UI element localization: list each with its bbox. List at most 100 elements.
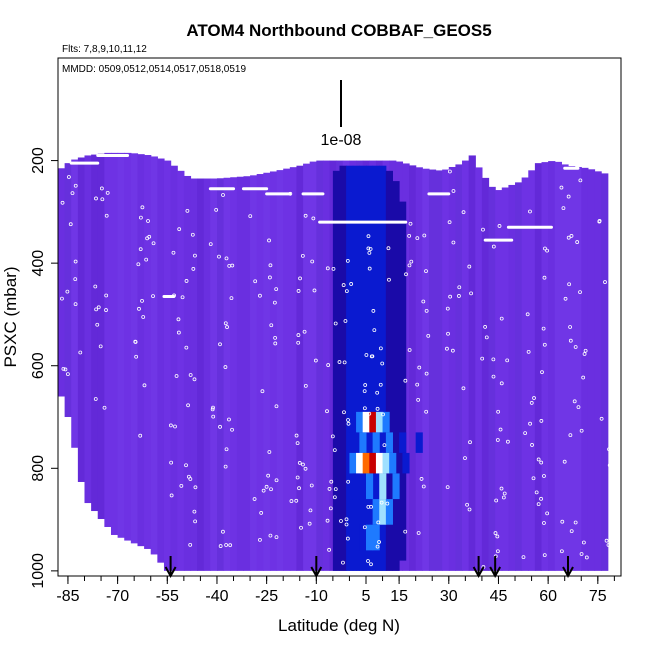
sample-point (467, 507, 472, 512)
sample-point (230, 263, 235, 268)
sample-point (363, 383, 368, 387)
y-tick-label: 400 (30, 250, 47, 277)
sample-point (211, 405, 215, 410)
heat-cell (379, 499, 387, 525)
sample-point (457, 285, 462, 290)
sample-point (269, 487, 273, 492)
x-tick-label: 30 (440, 588, 458, 605)
sample-point (331, 267, 336, 271)
sample-point (218, 424, 222, 429)
sample-point (307, 521, 312, 526)
sample-point (95, 322, 100, 327)
sample-point (368, 247, 373, 251)
sample-point (542, 553, 547, 557)
sample-point (403, 378, 408, 383)
sample-point (258, 537, 262, 542)
sample-point (217, 254, 221, 259)
sample-point (416, 531, 421, 535)
sample-point (362, 525, 367, 530)
heat-cell (372, 165, 380, 571)
sample-point (325, 518, 330, 523)
sample-point (567, 282, 572, 287)
sample-point (268, 275, 272, 280)
sample-point (607, 463, 612, 468)
heatmap-cells (58, 152, 609, 571)
heat-cell (332, 170, 340, 571)
sample-point (614, 344, 619, 349)
sample-point (424, 269, 428, 274)
sample-point (138, 247, 143, 252)
sample-point (332, 448, 337, 453)
sample-point (268, 533, 273, 538)
sample-point (192, 509, 197, 514)
sample-point (136, 262, 141, 267)
sample-point (573, 345, 578, 349)
sample-point (227, 417, 231, 422)
sample-point (469, 291, 473, 296)
sample-point (73, 183, 78, 188)
sample-point (568, 433, 573, 438)
sample-point (179, 483, 184, 488)
heat-column (210, 178, 218, 571)
sample-point (326, 363, 331, 367)
heat-cell (399, 201, 407, 561)
heat-column (130, 153, 139, 544)
sample-point (566, 194, 571, 199)
sample-point (174, 374, 179, 378)
sample-point (457, 294, 461, 298)
sample-point (253, 279, 258, 284)
sample-point (614, 440, 618, 445)
sample-point (99, 186, 104, 191)
sample-point (371, 309, 376, 313)
heat-column (91, 154, 99, 512)
sample-point (224, 447, 229, 452)
sample-point (446, 331, 450, 336)
sample-point (346, 421, 351, 426)
sample-point (545, 248, 549, 253)
sample-point (176, 330, 181, 335)
sample-point (138, 433, 143, 438)
sample-point (378, 382, 383, 387)
sample-point (506, 439, 510, 444)
sample-point (78, 350, 83, 355)
sample-point (495, 438, 500, 442)
sample-point (375, 544, 380, 549)
sample-point (606, 543, 611, 547)
sample-point (147, 234, 152, 239)
sample-point (298, 276, 302, 281)
sample-point (559, 549, 564, 554)
heat-cell (385, 499, 393, 525)
x-tick-label: 60 (539, 588, 557, 605)
heat-cell (352, 473, 360, 500)
sample-point (573, 520, 578, 525)
heat-column (521, 177, 529, 571)
x-tick-label: -10 (305, 588, 328, 605)
sample-point (408, 221, 413, 226)
sample-point (468, 440, 472, 445)
heat-column (276, 170, 284, 571)
sample-point (229, 296, 234, 301)
sample-point (297, 461, 302, 465)
sample-point (542, 275, 547, 280)
heat-cell (372, 524, 380, 551)
sample-point (416, 397, 421, 402)
sample-point (66, 175, 71, 179)
sample-point (539, 419, 544, 423)
sample-point (104, 308, 108, 312)
sample-point (341, 560, 345, 565)
sample-point (73, 259, 78, 264)
sample-point (451, 189, 456, 193)
sample-point (495, 549, 500, 554)
sample-point (141, 315, 146, 319)
sample-point (176, 317, 181, 322)
sample-point (578, 178, 583, 183)
y-axis: 200 400 600 800 1000 (30, 147, 59, 589)
sample-point (610, 281, 615, 286)
sample-point (134, 354, 139, 359)
sample-point (168, 423, 173, 428)
sample-point (575, 240, 580, 244)
sample-point (499, 486, 504, 491)
dates-subtitle: MMDD: 0509,0512,0514,0517,0518,0519 (62, 64, 246, 75)
sample-point (98, 344, 103, 349)
sample-point (609, 374, 614, 379)
